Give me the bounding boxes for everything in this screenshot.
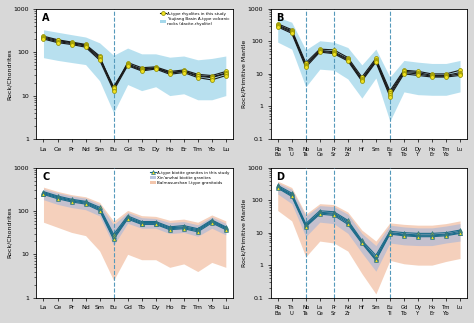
Text: D: D (277, 172, 284, 182)
Y-axis label: Rock/Chondrites: Rock/Chondrites (7, 48, 12, 100)
Y-axis label: Rock/Chondrites: Rock/Chondrites (7, 207, 12, 258)
Text: C: C (42, 172, 50, 182)
Y-axis label: Rock/Primitive Mantle: Rock/Primitive Mantle (241, 40, 246, 108)
Legend: A-type biotite granites in this study, Xin'anzhai biotite granites, Balmasueshan: A-type biotite granites in this study, X… (149, 170, 231, 185)
Text: A: A (42, 13, 50, 23)
Text: B: B (277, 13, 284, 23)
Y-axis label: Rock/Primitive Mantle: Rock/Primitive Mantle (241, 199, 246, 267)
Legend: A-type rhyolites in this study, Youjiang Basin A-type volcanic
rocks (dacite-rhy: A-type rhyolites in this study, Youjiang… (159, 11, 231, 26)
